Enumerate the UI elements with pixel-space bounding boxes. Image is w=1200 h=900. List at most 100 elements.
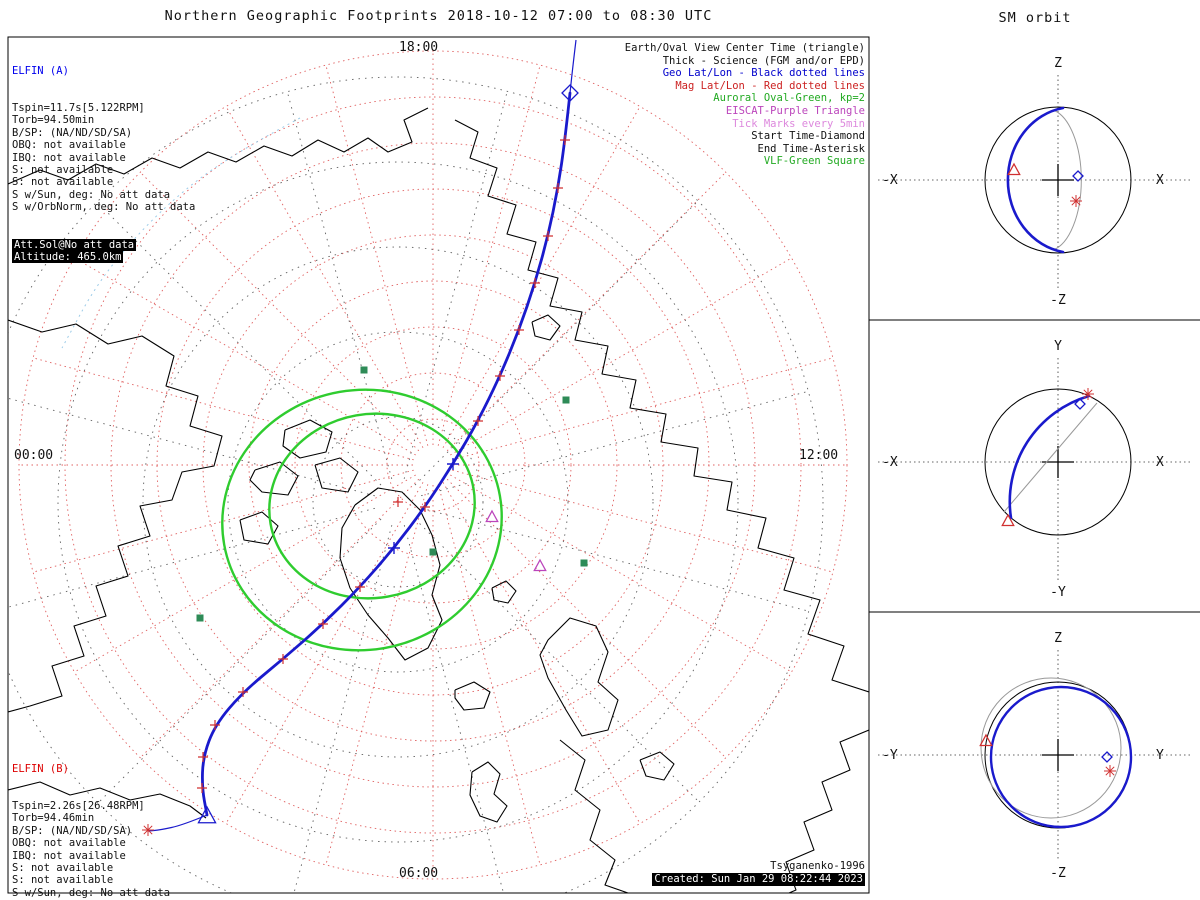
elfin-b-info-line: S: not available [12, 874, 114, 887]
coastline-path [8, 319, 223, 713]
elfin-b-info-line: Torb=94.46min [12, 812, 95, 825]
coastline-path [249, 461, 299, 496]
vlf-square [360, 366, 368, 374]
geo-grid [8, 76, 824, 893]
sm-unit-circle [984, 106, 1132, 254]
elfin-a-info-line: Torb=94.50min [12, 114, 95, 127]
coastline-path [539, 617, 619, 737]
elfin-a-info-line: S: not available [12, 164, 114, 177]
sm-axis-label-bottom: -Z [1050, 866, 1066, 881]
vlf-square [429, 548, 437, 556]
sm-axis-label-top: Y [1054, 339, 1062, 354]
sm-axis-label-bottom: -Y [1050, 585, 1066, 600]
sm-axis-label-right: X [1156, 455, 1164, 470]
coastline-path [559, 739, 629, 893]
sm-center-time-triangle [1001, 513, 1015, 527]
elfin-b-info-line: OBQ: not available [12, 837, 126, 850]
sm-center-time-triangle [1007, 162, 1021, 176]
vlf-square [580, 559, 588, 567]
five-min-tick [495, 371, 505, 381]
sm-axis-label-right: X [1156, 173, 1164, 188]
elfin-a-info-line: B/SP: (NA/ND/SD/SA) [12, 126, 133, 139]
coastline-path [339, 487, 443, 661]
elfin-b-name: ELFIN (B) [12, 762, 69, 775]
sm-start-diamond [1101, 751, 1113, 763]
sm-end-asterisk [1104, 765, 1116, 777]
map-frame [7, 36, 870, 894]
sm-panel-3: Z -Z -Y Y [878, 631, 1190, 881]
coastline-path [469, 761, 508, 823]
clock-label-18: 18:00 [399, 40, 439, 55]
credits-block: Tsyganenko-1996 Created: Sun Jan 29 08:2… [652, 860, 865, 886]
auroral-oval-ring [221, 388, 503, 652]
sm-orbit-arc [1006, 106, 1065, 254]
elfin-a-info-line: IBQ: not available [12, 151, 126, 164]
sm-end-asterisk [1082, 388, 1094, 400]
sm-axis-label-right: Y [1156, 748, 1164, 763]
sm-start-diamond [1072, 170, 1084, 182]
coastline-path [8, 107, 429, 185]
legend-line: Tick Marks every 5min [732, 117, 865, 130]
legend-line: Auroral Oval-Green, kp=2 [713, 92, 865, 105]
clock-label-06: 06:00 [399, 866, 439, 881]
main-title: Northern Geographic Footprints 2018-10-1… [164, 8, 713, 24]
sm-end-asterisk [1070, 195, 1082, 207]
five-min-tick [447, 458, 459, 470]
legend-line: Start Time-Diamond [751, 130, 865, 143]
sm-center-cross [1042, 446, 1074, 478]
five-min-tick [355, 582, 365, 592]
five-min-tick [197, 783, 207, 793]
track-ticks [197, 135, 570, 793]
legend-line: Geo Lat/Lon - Black dotted lines [662, 67, 865, 80]
map-layers [8, 39, 869, 893]
sm-axis-label-top: Z [1054, 631, 1062, 646]
five-min-tick [420, 502, 430, 512]
sm-orbit-arc [989, 685, 1133, 829]
sm-axis-label-bottom: -Z [1050, 293, 1066, 308]
eiscat-triangle [533, 558, 547, 572]
sm-panel-2: Y -Y -X X [878, 339, 1190, 600]
vlf-square [562, 396, 570, 404]
created-label: Created: Sun Jan 29 08:22:44 2023 [652, 873, 865, 886]
sm-axis-label-left: -Y [882, 748, 898, 763]
model-label: Tsyganenko-1996 [770, 860, 865, 872]
clock-label-12: 12:00 [799, 448, 839, 463]
sm-axis-label-left: -X [882, 455, 898, 470]
elfin-b-info-line: B/SP: (NA/ND/SD/SA) [12, 824, 133, 837]
sm-center-time-triangle [979, 733, 993, 747]
legend-line: Earth/Oval View Center Time (triangle) [624, 42, 865, 54]
coastline-path [639, 751, 675, 781]
five-min-tick [543, 231, 553, 241]
plot-legend: Earth/Oval View Center Time (triangle) Th… [625, 42, 865, 168]
elfin-a-info-line: S w/Sun, deg: No att data [12, 188, 171, 201]
five-min-tick [473, 416, 483, 426]
sm-orbit-arc [1008, 394, 1091, 520]
legend-line: End Time-Asterisk [757, 142, 865, 155]
elfin-b-info-line: S w/Sun, deg: No att data [12, 886, 171, 899]
elfin-a-status-lines: Att.Sol@No att data Altitude: 465.0km [12, 238, 137, 264]
elfin-a-status-line: Altitude: 465.0km [12, 250, 124, 264]
start-time-diamond [561, 84, 579, 102]
sm-start-diamond [1074, 398, 1086, 410]
five-min-tick [388, 542, 400, 554]
elfin-a-block: ELFIN (A) Tspin=11.7s[5.122RPM] Torb=94.5… [12, 40, 195, 288]
elfin-a-info-line: S: not available [12, 176, 114, 189]
track-science-segment [201, 91, 572, 817]
sm-unit-circle [984, 388, 1132, 536]
vlf-square [196, 614, 204, 622]
five-min-tick [560, 135, 570, 145]
legend-line: Thick - Science (FGM and/or EPD) [662, 54, 865, 67]
five-min-tick [318, 619, 328, 629]
five-min-tick [278, 654, 288, 664]
five-min-tick [198, 752, 208, 762]
track-tail [147, 814, 208, 832]
elfin-b-block: ELFIN (B) Tspin=2.26s[26.48RPM] Torb=94.4… [12, 738, 195, 900]
elfin-b-info-line: IBQ: not available [12, 849, 126, 862]
sm-center-cross [1042, 739, 1074, 771]
legend-line: VLF-Green Square [763, 155, 865, 168]
end-time-asterisk [142, 824, 154, 836]
elfin-a-status-line: Att.Sol@No att data [12, 238, 137, 251]
sm-axis-label-left: -X [882, 173, 898, 188]
coastline-path [454, 681, 491, 711]
